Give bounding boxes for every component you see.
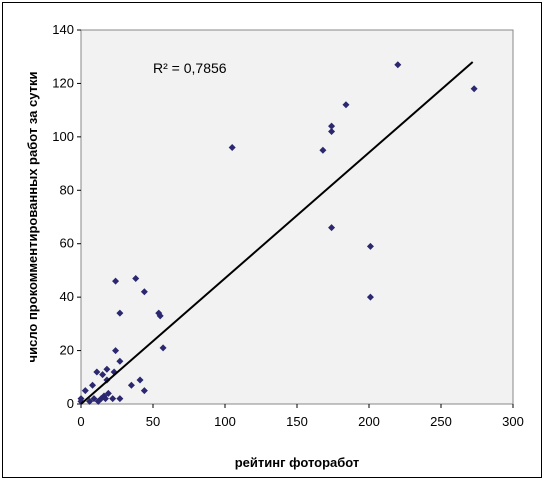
data-point (112, 347, 120, 355)
data-point (116, 309, 124, 317)
x-tick-label: 200 (358, 414, 380, 429)
data-point (132, 274, 140, 282)
data-point (470, 85, 478, 93)
trendline (80, 61, 474, 405)
x-tick-label: 250 (430, 414, 452, 429)
data-point (366, 242, 374, 250)
data-point (116, 395, 124, 403)
y-axis-ticks: 0 20 40 60 80 100 120 140 (52, 22, 81, 411)
data-point (101, 395, 109, 403)
y-tick-label: 100 (52, 129, 74, 144)
data-point (328, 122, 336, 130)
data-point (228, 144, 236, 152)
y-tick-label: 0 (67, 396, 74, 411)
data-point (140, 288, 148, 296)
data-point (328, 128, 336, 136)
y-tick-label: 140 (52, 22, 74, 37)
y-axis-title: число прокомментированных работ за сутки (25, 72, 40, 363)
data-point (342, 101, 350, 109)
data-point (103, 365, 111, 373)
r-squared-annotation: R² = 0,7856 (153, 60, 227, 76)
data-point (319, 146, 327, 154)
data-point (366, 293, 374, 301)
data-point (104, 389, 112, 397)
x-tick-label: 300 (502, 414, 524, 429)
data-point (116, 357, 124, 365)
data-point (81, 387, 89, 395)
data-point (93, 368, 101, 376)
x-axis-title: рейтинг фоторабот (235, 455, 360, 470)
y-tick-label: 80 (60, 182, 74, 197)
x-tick-label: 100 (214, 414, 236, 429)
data-points (77, 61, 478, 405)
scatter-chart: 0 20 40 60 80 100 120 140 0 50 100 150 200 250 300 R²… (25, 22, 524, 470)
data-point (328, 224, 336, 232)
data-point (140, 387, 148, 395)
y-tick-label: 60 (60, 236, 74, 251)
data-point (99, 371, 107, 379)
y-tick-label: 40 (60, 289, 74, 304)
y-tick-label: 20 (60, 343, 74, 358)
x-axis-ticks: 0 50 100 150 200 250 300 (77, 404, 524, 429)
data-point (394, 61, 402, 69)
x-tick-label: 0 (77, 414, 84, 429)
data-point (159, 344, 167, 352)
y-tick-label: 120 (52, 75, 74, 90)
x-tick-label: 150 (286, 414, 308, 429)
data-point (112, 277, 120, 285)
data-point (136, 376, 144, 384)
x-tick-label: 50 (146, 414, 160, 429)
data-point (156, 312, 164, 320)
data-point (89, 381, 97, 389)
data-point (109, 395, 117, 403)
